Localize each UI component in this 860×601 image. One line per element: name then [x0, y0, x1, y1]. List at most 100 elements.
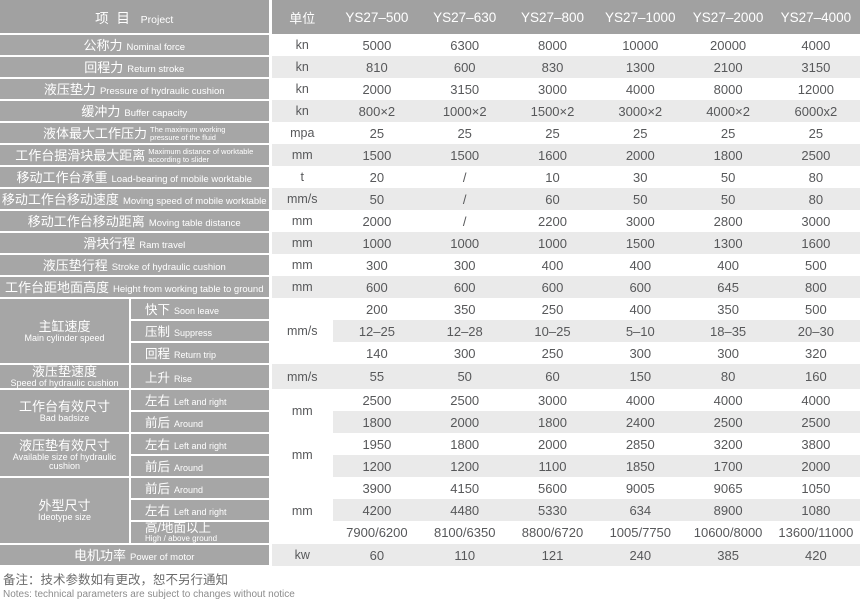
label-zh: 左右	[145, 438, 171, 452]
column-header-model: YS27–630	[420, 0, 509, 34]
value-cell: /	[462, 213, 467, 229]
value-cell: 10000	[622, 37, 659, 53]
row-label: 液压垫力 Pressure of hydraulic cushion	[0, 77, 272, 101]
value-cell: 300	[453, 345, 476, 361]
value-cell: 80	[808, 191, 824, 207]
value-cell: 1200	[362, 458, 392, 474]
value-cell: 25	[369, 125, 385, 141]
sub-label: 前后 Around	[129, 476, 272, 500]
value-cell: 13600/11000	[778, 525, 854, 540]
value-cell: 400	[629, 301, 652, 317]
row-label-en: Moving table distance	[148, 218, 241, 229]
unit-cell: mm	[291, 258, 313, 272]
value-cell: 80	[720, 369, 736, 384]
value-cell: 50	[457, 369, 472, 384]
value-cell: 25	[633, 125, 648, 141]
value-cell: 600	[541, 279, 564, 295]
value-cell: 20	[369, 169, 385, 185]
label-zh: 回程	[145, 347, 171, 361]
group-label: 主缸速度 Main cylinder speed	[0, 297, 131, 365]
row-label-zh: 液体最大工作压力	[43, 126, 148, 141]
value-cell: 4000	[625, 392, 655, 408]
value-cell: 1300	[713, 235, 743, 251]
value-cell: 8100/6350	[433, 525, 496, 540]
value-cell: 5330	[538, 502, 567, 518]
label-en: Soon leave	[174, 306, 220, 316]
label-en: Suppress	[174, 328, 213, 338]
row-label: 工作台距地面高度 Height from working table to gro…	[0, 275, 272, 299]
table-row: 高/地面以上 High / above ground 7900/6200 8100/6…	[0, 520, 860, 545]
value-cell: 60	[545, 369, 560, 384]
label-zh: 左右	[145, 394, 171, 408]
value-cell: 55	[369, 369, 385, 384]
value-cell: 18–35	[710, 323, 747, 339]
value-cell: 3000	[538, 392, 567, 408]
table-row: 工作台有效尺寸 Bad badsize 左右 Left and right mm 2500…	[0, 388, 860, 434]
value-cell: 645	[717, 279, 739, 295]
value-cell: 2000	[362, 213, 392, 229]
value-cell: 1080	[801, 502, 831, 518]
row-label: 液压垫行程 Stroke of hydraulic cushion	[0, 253, 272, 277]
group-label-zh: 工作台有效尺寸	[18, 398, 110, 414]
table-row: 回程力 Return stroke kn 810 600 830 1300 2100 3150	[0, 55, 860, 79]
table-row: 工作台距地面高度 Height from working table to gro…	[0, 275, 860, 299]
value-cell: 80	[808, 169, 824, 185]
label-en: Around	[174, 419, 204, 429]
unit-cell: mm/s	[270, 298, 333, 364]
column-header-model: YS27–500	[333, 0, 421, 34]
table-row: 液压垫行程 Stroke of hydraulic cushion mm 300 300…	[0, 253, 860, 277]
value-cell: 2850	[625, 436, 655, 452]
row-label-en: Height from working table to ground	[113, 284, 264, 295]
row-label-zh: 滑块行程	[83, 236, 136, 251]
table-row: 液体最大工作压力 The maximum working pressure of t…	[0, 121, 860, 145]
value-cell: 25	[720, 125, 736, 141]
table-row: 液压垫速度 Speed of hydraulic cushion 上升 Rise mm/…	[0, 363, 860, 390]
label-zh: 前后	[145, 460, 171, 474]
column-header-model: YS27–1000	[596, 0, 685, 34]
value-cell: 2500	[801, 147, 831, 163]
value-cell: 121	[541, 547, 564, 563]
value-cell: 2500	[450, 392, 480, 408]
table-row: 公称力 Nominal force kn 5000 6300 8000 10000 20000…	[0, 33, 860, 57]
row-label: 工作台据滑块最大距离 Maximum distance of worktable a…	[0, 143, 272, 167]
value-cell: 300	[366, 257, 388, 273]
value-cell: 8000	[713, 81, 743, 97]
table-row: 前后 Around 1800 2000 1800 2400 2500 2500	[0, 410, 860, 434]
unit-cell: mm	[270, 433, 333, 477]
value-cell: 8800/6720	[521, 525, 584, 540]
value-cell: 420	[805, 547, 827, 563]
value-cell: 25	[808, 125, 824, 141]
table-row: 外型尺寸 Ideotype size 前后 Around mm 3900 4150 5600 9…	[0, 476, 860, 545]
footer-note-en: Notes: technical parameters are subject …	[3, 589, 295, 600]
value-cell: 2500	[801, 414, 831, 430]
row-label-zh: 缓冲力	[81, 104, 121, 119]
sub-label: 左右 Left and right	[129, 432, 272, 456]
value-cell: 4000	[801, 37, 831, 53]
value-cell: 2000	[801, 458, 831, 474]
table-row: 左右 Left and right 4200 4480 5330 634 8900 1080	[0, 498, 860, 522]
value-cell: /	[462, 169, 467, 185]
row-label: 移动工作台移动速度 Moving speed of mobile worktabl…	[0, 187, 272, 211]
column-header-unit: 单位	[270, 0, 333, 34]
value-cell: 300	[629, 345, 652, 361]
value-cell: 3900	[362, 480, 392, 496]
value-cell: 1500	[625, 235, 655, 251]
sub-label: 前后 Around	[129, 410, 272, 434]
value-cell: 1500	[362, 147, 392, 163]
value-cell: 800	[805, 279, 827, 295]
value-cell: 4000	[713, 392, 743, 408]
row-label: 公称力 Nominal force	[0, 33, 272, 57]
table-row: 滑块行程 Ram travel mm 1000 1000 1000 1500 1300 1600	[0, 231, 860, 255]
value-cell: 4000×2	[706, 103, 750, 119]
value-cell: 1050	[801, 480, 831, 496]
table-row: 压制 Suppress 12–25 12–28 10–25 5–10 18–35 20–30	[0, 319, 860, 343]
value-cell: 150	[629, 369, 652, 384]
value-cell: 1500×2	[530, 103, 575, 119]
value-cell: 3150	[801, 59, 831, 75]
row-label: 移动工作台承重 Load-bearing of mobile worktable	[0, 165, 272, 189]
value-cell: 830	[541, 59, 564, 75]
value-cell: 2000	[625, 147, 655, 163]
value-cell: 634	[629, 502, 652, 518]
unit-cell: mpa	[290, 126, 315, 140]
table-row: 移动工作台移动距离 Moving table distance mm 2000 / 220…	[0, 209, 860, 233]
